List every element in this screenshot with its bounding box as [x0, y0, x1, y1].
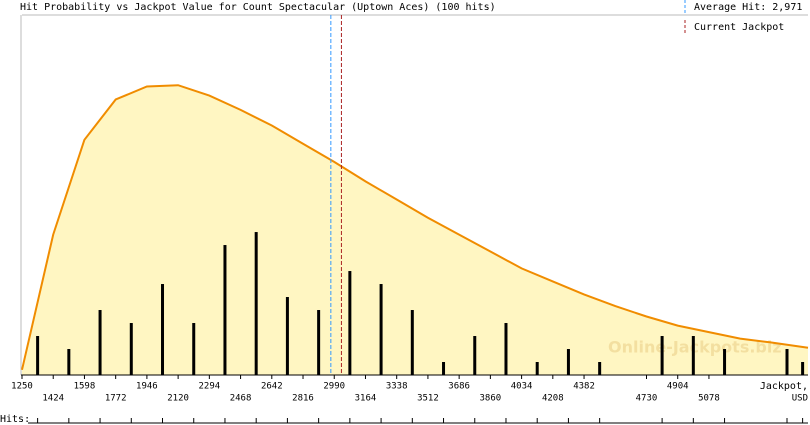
bar	[691, 336, 695, 375]
bar	[785, 349, 789, 375]
bar	[98, 310, 102, 375]
x-tick-label: 1424	[42, 394, 64, 404]
x-tick-label: 1946	[136, 382, 158, 392]
bar	[801, 362, 805, 375]
bar	[67, 349, 71, 375]
rug-label: Hits:	[0, 414, 30, 425]
x-tick-label: 1772	[105, 394, 127, 404]
x-tick-label: 5078	[698, 394, 720, 404]
bar	[473, 336, 477, 375]
bar	[317, 310, 321, 375]
x-tick-label: 3860	[480, 394, 502, 404]
bar	[285, 297, 289, 375]
x-tick-label: 4730	[636, 394, 658, 404]
x-tick-label: 2816	[292, 394, 314, 404]
x-tick-label: 3512	[417, 394, 439, 404]
x-tick-label: 2120	[167, 394, 189, 404]
bar	[535, 362, 539, 375]
x-tick-label: 4904	[667, 382, 689, 392]
bar	[254, 232, 258, 375]
x-axis-label: USD	[792, 394, 808, 404]
x-tick-label: 2990	[323, 382, 345, 392]
bar	[129, 323, 133, 375]
watermark: Online-Jackpots.biz	[608, 338, 782, 357]
x-tick-label: 1250	[11, 382, 33, 392]
bar	[598, 362, 602, 375]
curve-line	[21, 84, 809, 371]
x-tick-label: 3164	[355, 394, 377, 404]
legend-label: Average Hit: 2,971	[694, 2, 802, 13]
bar	[161, 284, 165, 375]
x-tick-label: 4208	[542, 394, 564, 404]
x-tick-label: 2642	[261, 382, 283, 392]
bar	[36, 336, 40, 375]
bar	[504, 323, 508, 375]
bar	[660, 336, 664, 375]
x-tick-label: 2294	[199, 382, 221, 392]
x-tick-label: 1598	[74, 382, 96, 392]
bar	[410, 310, 414, 375]
x-tick-label: 4382	[573, 382, 595, 392]
bar	[379, 284, 383, 375]
bar	[348, 271, 352, 375]
bar	[223, 245, 227, 375]
x-tick-label: 3686	[448, 382, 470, 392]
legend-label: Current Jackpot	[694, 22, 784, 33]
x-tick-label: 4034	[511, 382, 533, 392]
curve-area	[22, 85, 808, 375]
bar	[192, 323, 196, 375]
x-axis-label: Jackpot,	[760, 381, 808, 392]
x-tick-label: 2468	[230, 394, 252, 404]
chart-title: Hit Probability vs Jackpot Value for Cou…	[20, 2, 496, 13]
x-tick-label: 3338	[386, 382, 408, 392]
bar	[723, 349, 727, 375]
bar	[566, 349, 570, 375]
bar	[442, 362, 446, 375]
